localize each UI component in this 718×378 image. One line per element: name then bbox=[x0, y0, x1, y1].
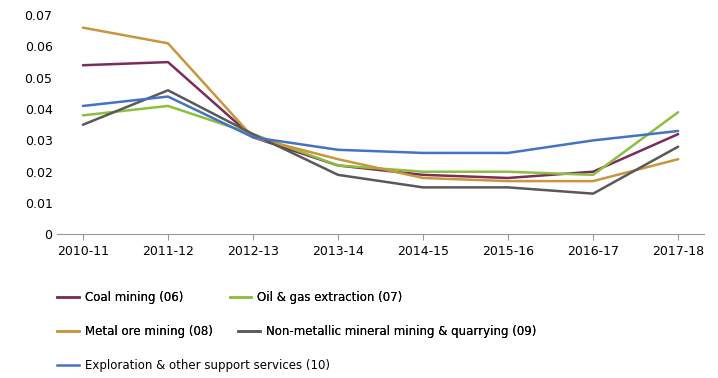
Legend: Metal ore mining (08), Non-metallic mineral mining & quarrying (09): Metal ore mining (08), Non-metallic mine… bbox=[57, 325, 536, 338]
Legend: Coal mining (06), Oil & gas extraction (07): Coal mining (06), Oil & gas extraction (… bbox=[57, 291, 403, 304]
Legend: Exploration & other support services (10): Exploration & other support services (10… bbox=[57, 359, 330, 372]
